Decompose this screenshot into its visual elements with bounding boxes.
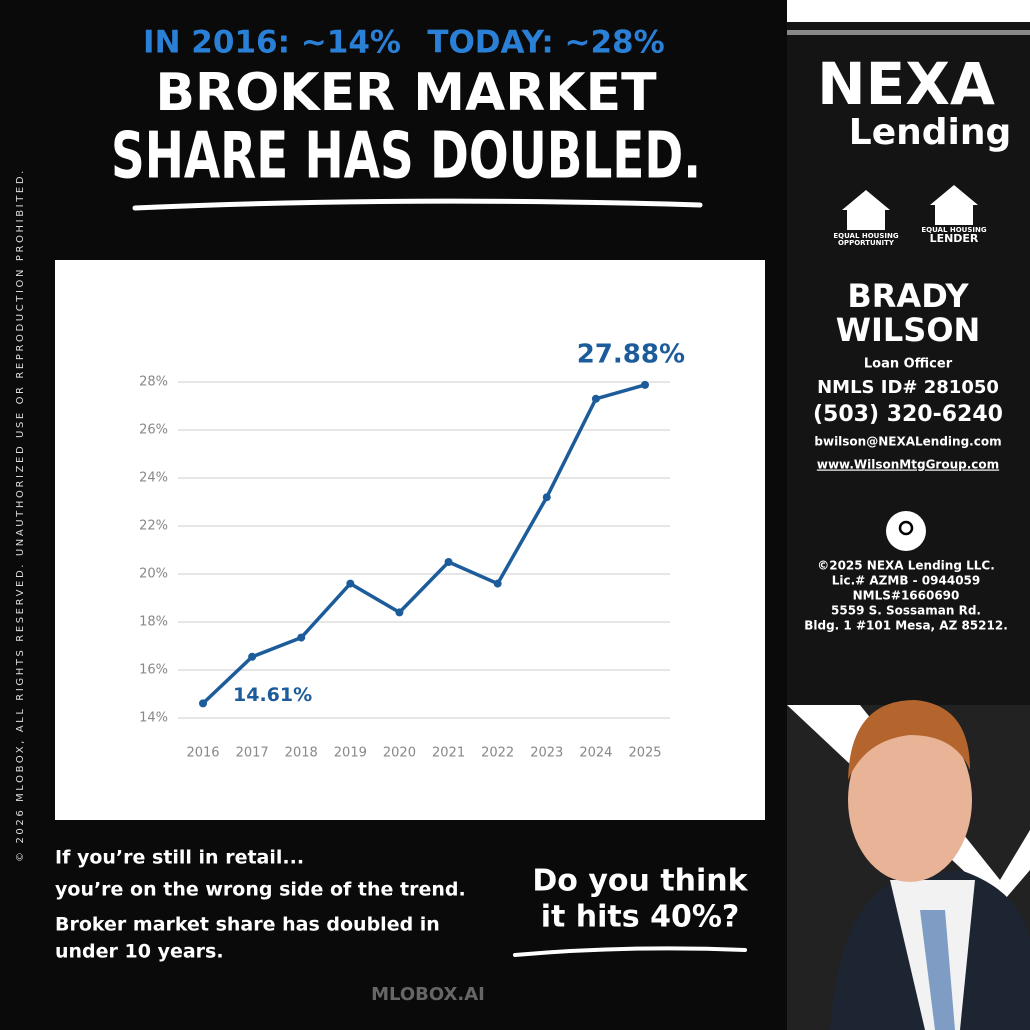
logo: NEXA xyxy=(817,50,995,118)
side-notice: © 2026 MLOBOX, ALL RIGHTS RESERVED. UNAU… xyxy=(15,168,26,862)
underline xyxy=(513,946,747,957)
y-tick-label: 14% xyxy=(139,711,168,726)
point xyxy=(199,699,207,708)
badge-text: LENDER xyxy=(930,232,979,245)
chart: 14% 16% 18% 20% 22% 24% 26% 28% 2016 2017 2018 2019… xyxy=(139,339,685,760)
badge-icon xyxy=(930,185,978,225)
x-tick-label: 2017 xyxy=(236,746,269,761)
point xyxy=(641,380,649,389)
x-tick-label: 2025 xyxy=(628,746,661,761)
question: it hits 40%? xyxy=(541,900,740,935)
headline-right: TODAY: ~28% xyxy=(427,25,664,61)
y-tick-label: 22% xyxy=(139,519,168,534)
x-tick-label: 2021 xyxy=(432,746,465,761)
logo: Lending xyxy=(849,112,1012,153)
x-tick-label: 2016 xyxy=(186,746,219,761)
agent-website[interactable]: www.WilsonMtgGroup.com xyxy=(817,458,999,472)
underline xyxy=(132,198,703,211)
x-tick-label: 2023 xyxy=(530,746,563,761)
headline-left: IN 2016: ~14% xyxy=(143,25,401,61)
point xyxy=(395,608,404,617)
x-tick-label: 2018 xyxy=(285,746,318,761)
y-tick-label: 18% xyxy=(139,615,168,630)
x-tick-label: 2020 xyxy=(383,746,416,761)
footer-brand: MLOBOX.AI xyxy=(371,984,485,1005)
data-label: 27.88% xyxy=(577,339,685,369)
y-tick-label: 26% xyxy=(139,423,168,438)
location-icon xyxy=(886,511,926,551)
body-text: you’re on the wrong side of the trend. xyxy=(55,879,466,901)
chart-card xyxy=(55,260,765,820)
sidebar-band xyxy=(787,0,1030,22)
company-info: NMLS#1660690 xyxy=(853,589,960,603)
company-info: 5559 S. Sossaman Rd. xyxy=(831,604,981,618)
point xyxy=(248,652,257,661)
y-tick-label: 24% xyxy=(139,471,168,486)
point xyxy=(591,394,600,403)
point xyxy=(444,558,453,566)
badge-icon xyxy=(842,190,890,230)
badge-text: EQUAL HOUSING xyxy=(921,226,987,234)
agent-name: WILSON xyxy=(836,311,981,349)
x-tick-label: 2019 xyxy=(334,746,367,761)
title: BROKER MARKET xyxy=(155,63,657,123)
body-text: Broker market share has doubled in xyxy=(55,914,440,936)
company-info: Lic.# AZMB - 0944059 xyxy=(832,574,981,588)
company-info: Bldg. 1 #101 Mesa, AZ 85212. xyxy=(804,619,1008,633)
point xyxy=(297,633,306,642)
agent-role: Loan Officer xyxy=(864,357,953,372)
agent-photo xyxy=(787,700,1030,1030)
company-info: ©2025 NEXA Lending LLC. xyxy=(817,559,995,573)
x-tick-label: 2024 xyxy=(579,746,612,761)
agent-nmls: NMLS ID# 281050 xyxy=(817,377,999,398)
point xyxy=(542,493,551,502)
data-label: 14.61% xyxy=(233,684,312,706)
body-text: If you’re still in retail... xyxy=(55,847,304,869)
point xyxy=(346,579,355,588)
badge-text: OPPORTUNITY xyxy=(838,239,895,247)
sidebar-band xyxy=(787,30,1030,35)
agent-phone: (503) 320-6240 xyxy=(813,402,1003,427)
y-tick-label: 16% xyxy=(139,663,168,678)
badge-text: EQUAL HOUSING xyxy=(833,232,899,240)
location-icon xyxy=(898,520,914,536)
question: Do you think xyxy=(532,864,748,899)
agent-email[interactable]: bwilson@NEXALending.com xyxy=(814,435,1001,449)
point xyxy=(493,579,502,588)
x-tick-label: 2022 xyxy=(481,746,514,761)
body-text: under 10 years. xyxy=(55,941,224,963)
line xyxy=(201,383,646,705)
y-tick-label: 28% xyxy=(139,375,168,390)
title: SHARE HAS DOUBLED. xyxy=(111,120,701,194)
y-tick-label: 20% xyxy=(139,567,168,582)
agent-name: BRADY xyxy=(847,277,969,315)
